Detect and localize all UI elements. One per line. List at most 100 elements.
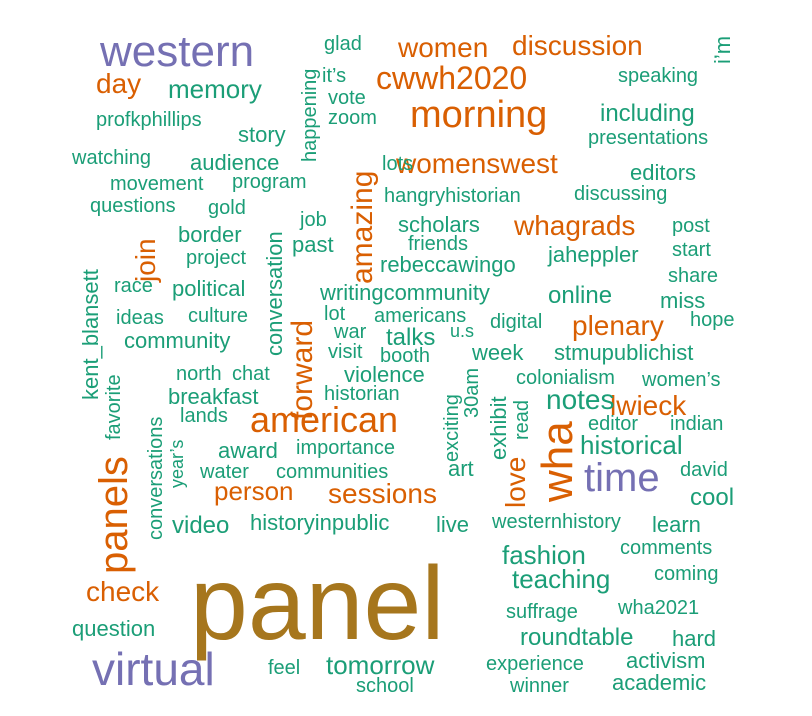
word-61: writingcommunity bbox=[320, 280, 490, 305]
word-64: ideas bbox=[116, 307, 164, 329]
word-68: digital bbox=[490, 311, 543, 333]
word-55: project bbox=[186, 247, 247, 269]
word-3: virtual bbox=[92, 643, 215, 695]
word-79: north bbox=[176, 363, 222, 385]
word-92: read bbox=[511, 399, 533, 440]
word-16: plenary bbox=[572, 310, 664, 341]
word-84: conversations bbox=[145, 416, 167, 540]
word-110: comments bbox=[620, 537, 713, 559]
word-23: day bbox=[96, 68, 142, 99]
word-112: coming bbox=[654, 563, 719, 585]
word-7: cwwh2020 bbox=[376, 60, 528, 96]
word-15: person bbox=[214, 476, 294, 506]
word-97: importance bbox=[296, 437, 395, 459]
word-77: stmupublichist bbox=[554, 340, 694, 365]
word-4: time bbox=[584, 456, 660, 500]
word-105: historyinpublic bbox=[250, 510, 390, 535]
word-111: teaching bbox=[512, 564, 611, 594]
word-66: lot bbox=[324, 303, 346, 325]
word-113: suffrage bbox=[506, 601, 578, 623]
word-26: glad bbox=[324, 33, 362, 55]
word-89: lands bbox=[180, 405, 228, 427]
word-63: miss bbox=[660, 288, 706, 313]
word-91: exhibit bbox=[486, 396, 511, 460]
word-104: video bbox=[172, 512, 230, 539]
word-9: panels bbox=[92, 456, 136, 574]
word-40: movement bbox=[110, 173, 204, 195]
word-86: historian bbox=[324, 383, 400, 405]
word-116: roundtable bbox=[520, 624, 634, 651]
word-57: share bbox=[668, 265, 719, 287]
word-14: sessions bbox=[328, 478, 437, 509]
word-2: western bbox=[100, 27, 255, 76]
word-17: lwieck bbox=[610, 390, 687, 421]
word-27: speaking bbox=[618, 65, 699, 87]
word-31: vote bbox=[328, 87, 366, 109]
word-85: breakfast bbox=[168, 384, 259, 409]
word-43: discussing bbox=[574, 183, 668, 205]
word-35: presentations bbox=[588, 127, 709, 149]
word-107: westernhistory bbox=[492, 511, 621, 533]
word-18: forward bbox=[286, 319, 319, 420]
word-98: historical bbox=[580, 430, 683, 460]
word-28: i’m bbox=[710, 35, 735, 64]
word-33: happening bbox=[299, 68, 321, 162]
word-70: community bbox=[124, 328, 231, 353]
word-78: favorite bbox=[103, 374, 125, 440]
word-90: exciting bbox=[441, 394, 463, 462]
word-39: editors bbox=[630, 160, 697, 185]
word-120: tomorrow bbox=[326, 650, 435, 680]
word-47: scholars bbox=[398, 212, 480, 237]
word-44: questions bbox=[90, 195, 176, 217]
word-76: week bbox=[472, 340, 524, 365]
word-51: friends bbox=[408, 233, 469, 255]
word-46: job bbox=[300, 209, 327, 231]
word-67: americans bbox=[374, 305, 467, 327]
word-71: war bbox=[334, 321, 367, 343]
word-103: cool bbox=[690, 484, 735, 511]
word-108: learn bbox=[652, 512, 701, 537]
word-34: story bbox=[238, 122, 286, 147]
word-22: check bbox=[86, 576, 160, 607]
word-82: colonialism bbox=[516, 367, 615, 389]
word-88: notes bbox=[546, 384, 615, 415]
word-75: booth bbox=[380, 345, 431, 367]
word-24: memory bbox=[168, 74, 262, 104]
word-102: david bbox=[680, 459, 728, 481]
word-45: gold bbox=[208, 197, 246, 219]
word-30: profkphillips bbox=[96, 109, 202, 131]
word-60: conversation bbox=[262, 231, 287, 356]
word-74: visit bbox=[328, 341, 363, 363]
word-117: hard bbox=[672, 626, 717, 651]
word-10: discussion bbox=[512, 30, 643, 61]
word-119: feel bbox=[268, 657, 301, 679]
word-54: kent_blansett bbox=[78, 269, 103, 400]
word-20: love bbox=[500, 456, 531, 508]
word-36: watching bbox=[72, 147, 151, 169]
word-50: past bbox=[292, 232, 334, 257]
word-41: program bbox=[232, 171, 307, 193]
word-65: culture bbox=[188, 305, 249, 327]
word-1: panel bbox=[190, 546, 445, 662]
word-72: talks bbox=[386, 324, 436, 351]
word-42: hangryhistorian bbox=[384, 185, 521, 207]
word-13: whagrads bbox=[514, 210, 636, 241]
word-19: amazing bbox=[346, 170, 379, 284]
word-6: morning bbox=[410, 94, 548, 136]
word-62: online bbox=[548, 282, 613, 309]
word-81: violence bbox=[344, 362, 425, 387]
word-101: art bbox=[448, 456, 474, 481]
word-87: 30am bbox=[461, 367, 483, 418]
word-100: communities bbox=[276, 461, 389, 483]
word-121: experience bbox=[486, 653, 584, 675]
word-96: award bbox=[218, 438, 278, 463]
word-5: american bbox=[250, 399, 399, 440]
word-106: live bbox=[436, 512, 470, 537]
word-69: hope bbox=[690, 309, 735, 331]
word-32: zoom bbox=[328, 107, 377, 129]
word-25: it’s bbox=[322, 65, 347, 87]
word-73: u.s bbox=[450, 321, 475, 341]
word-59: political bbox=[172, 276, 246, 301]
word-29: including bbox=[600, 100, 695, 127]
